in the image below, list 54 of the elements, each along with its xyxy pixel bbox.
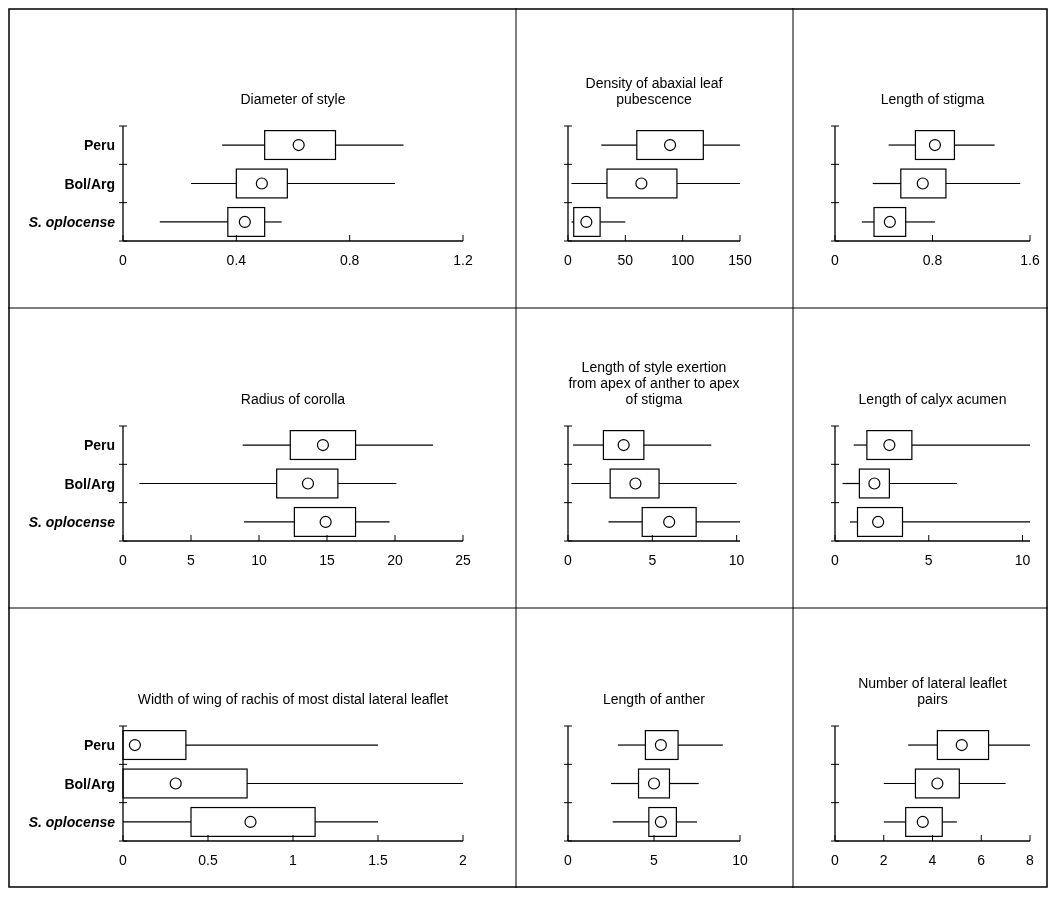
x-tick-label: 2 [879, 852, 888, 868]
x-tick-label: 0.5 [198, 852, 218, 868]
x-tick-label: 5 [650, 852, 659, 868]
x-tick-label: 150 [728, 252, 752, 268]
y-tick-label: S. oplocense [28, 213, 116, 230]
x-tick-label: 0 [564, 252, 573, 268]
y-tick-label: Bol/Arg [64, 775, 115, 792]
x-tick-label: 0 [119, 852, 128, 868]
x-tick-label: 4 [928, 852, 937, 868]
y-tick-label: Bol/Arg [64, 475, 115, 492]
y-tick-label: Peru [83, 137, 115, 154]
x-tick-label: 10 [732, 852, 748, 868]
x-tick-label: 0 [119, 252, 128, 268]
x-tick-label: 50 [617, 252, 634, 268]
chart-title: Diameter of style [240, 91, 346, 107]
x-tick-label: 1.2 [453, 252, 473, 268]
x-tick-label: 10 [251, 552, 267, 568]
x-tick-label: 0 [831, 252, 840, 268]
x-tick-label: 0.4 [226, 252, 247, 268]
x-tick-label: 0 [831, 852, 840, 868]
chart-title: Length of style exertion from apex of anther to apex of stigma [568, 359, 740, 407]
chart-title: Number of lateral leaflet pairs [858, 675, 1007, 707]
x-tick-label: 0 [564, 852, 573, 868]
x-tick-label: 2 [459, 852, 468, 868]
y-tick-label: Peru [83, 737, 115, 754]
y-tick-label: S. oplocense [28, 513, 116, 530]
x-tick-label: 0 [564, 552, 573, 568]
x-tick-label: 10 [728, 552, 745, 568]
chart-title: Length of calyx acumen [858, 391, 1007, 407]
x-tick-label: 1.6 [1020, 252, 1040, 268]
x-tick-label: 5 [648, 552, 657, 568]
x-tick-label: 8 [1026, 852, 1035, 868]
y-tick-label: Bol/Arg [64, 175, 115, 192]
x-tick-label: 15 [319, 552, 335, 568]
x-tick-label: 25 [455, 552, 471, 568]
x-tick-label: 0 [831, 552, 840, 568]
chart-title: Length of anther [603, 691, 706, 707]
x-tick-label: 5 [187, 552, 196, 568]
chart-title: Density of abaxial leaf pubescence [585, 75, 723, 107]
x-tick-label: 0.8 [922, 252, 943, 268]
x-tick-label: 5 [924, 552, 933, 568]
x-tick-label: 0 [119, 552, 128, 568]
y-tick-label: Peru [83, 437, 115, 454]
chart-title: Length of stigma [880, 91, 985, 107]
chart-title: Radius of corolla [240, 391, 346, 407]
x-tick-label: 10 [1014, 552, 1031, 568]
x-tick-label: 1 [289, 852, 298, 868]
y-tick-label: S. oplocense [28, 813, 116, 830]
x-tick-label: 1.5 [368, 852, 388, 868]
x-tick-label: 0.8 [339, 252, 360, 268]
x-tick-label: 100 [670, 252, 695, 268]
x-tick-label: 20 [387, 552, 403, 568]
x-tick-label: 6 [977, 852, 986, 868]
chart-title: Width of wing of rachis of most distal lateral leaflet [137, 691, 449, 707]
